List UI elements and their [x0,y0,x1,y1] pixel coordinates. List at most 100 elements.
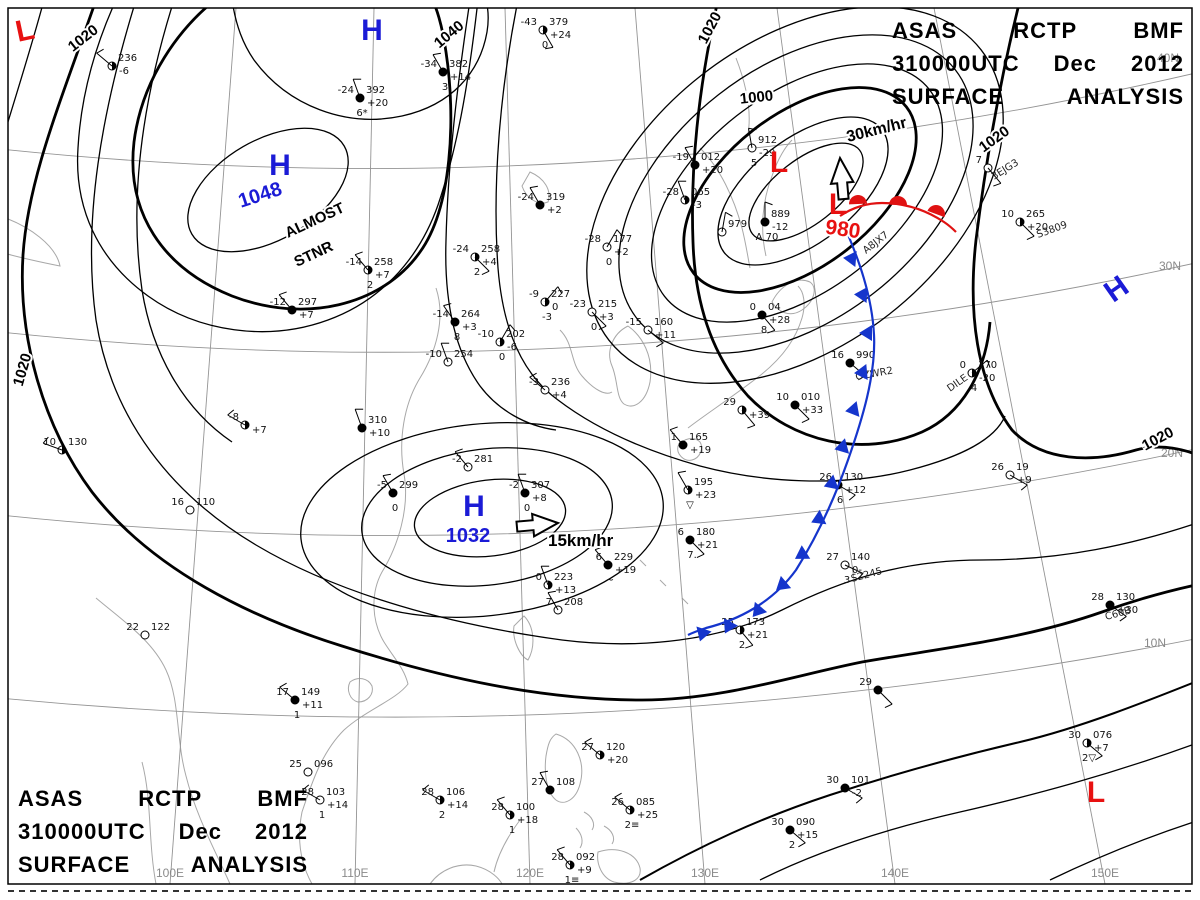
station-pressure: 382 [449,59,468,70]
low-pressure-symbol: L [770,146,788,179]
station-temperature: -34 [421,59,437,70]
coastline [429,864,503,884]
station-plot: 7 208 [546,590,583,615]
coastline [299,287,441,884]
station-tendency: -6 [119,66,129,77]
cold-front-triangle [834,438,850,454]
station-plot: 10 010 +33 [776,392,823,423]
station-weather: 0 [524,503,530,514]
isobar [650,63,944,323]
station-pressure: 19 [1016,462,1029,473]
title-word: RCTP [1013,18,1078,43]
wind-barb [278,294,293,311]
wind-barb [529,187,541,206]
wind-barb [971,359,988,374]
wind-barb [227,414,246,426]
isobar [8,8,43,124]
station-weather: 0 [392,503,398,514]
station-temperature: 0 [536,572,542,583]
isobar [971,8,1192,460]
map-border [7,7,1193,885]
coastline [609,325,652,407]
station-temperature: -10 [426,349,442,360]
wind-barb-tick [748,127,757,131]
graticule-label: 140E [881,866,909,880]
station-weather: 3 [844,575,850,586]
station-plot: 0 04 +288 [750,302,790,336]
wind-barb-tick [227,409,235,416]
wind-barb-tick [598,325,607,330]
high-pressure-symbol: H [463,490,485,523]
title-word: BMF [1133,18,1184,43]
isobar [361,447,613,587]
station-plot: 26 19 +9 [991,462,1032,491]
station-temperature: -23 [570,299,586,310]
station-temperature: 16 [831,350,844,361]
station-half-fill [112,62,116,70]
cold-front-triangle [794,545,811,559]
station-pressure: 299 [399,480,418,491]
wind-barb-tick [656,342,664,348]
station-pressure: 208 [564,597,583,608]
coastline [141,761,157,884]
station-temperature: 28 [1091,592,1104,603]
wind-barb [614,796,631,811]
wind-barb-tick [496,796,505,801]
cold-front-triangle [854,287,868,303]
movement-arrow-icon [829,155,856,201]
high-pressure-value: 1032 [446,525,491,547]
meridian-line [169,8,237,884]
title-word: BMF [257,786,308,811]
station-temperature: 27 [531,777,544,788]
wind-barb-tick [529,185,538,189]
cold-front-triangle [854,364,868,380]
wind-barb [1086,742,1103,757]
station-pressure: 227 [551,289,570,300]
station-plot: -28 177 +20 [585,229,632,268]
station-pressure: 177 [613,234,632,245]
coastline [639,559,689,605]
fronts-layer [687,195,957,642]
station-temperature: -24 [518,192,534,203]
wind-barb-tick [509,324,516,332]
wind-barb [499,324,511,343]
station-tendency: +19 [690,445,711,456]
station-half-fill [440,796,444,804]
station-half-fill [740,626,744,634]
station-temperature: 30 [1068,730,1081,741]
coastline [493,819,521,873]
station-plot: -34 382 +143 [421,52,471,93]
wind-barb [352,79,361,99]
wind-barb-tick [857,573,864,580]
isobar [717,116,889,266]
wind-barb-tick [278,291,287,296]
cold-front-triangle [696,626,712,642]
coastline [687,285,805,429]
station-tendency: +15 [797,830,818,841]
station-temperature: 10 [1001,209,1014,220]
station-pressure: 195 [694,477,713,488]
station-plot: 889 -12A 70 [756,201,790,243]
station-tendency: +14 [327,800,348,811]
map-title-bottom-left: ASAS RCTP BMF 310000UTC Dec 2012 SURFACE… [18,786,308,878]
station-tendency: -12 [772,222,788,233]
station-pressure: 223 [554,572,573,583]
coastline [559,329,613,394]
station-plot: -5 299 0 [377,473,418,514]
station-half-fill [368,266,372,274]
station-temperature: -28 [585,234,601,245]
station-tendency: +4 [482,257,497,268]
title-word: Dec [178,819,223,844]
low-pressure-symbol: L [1087,776,1105,809]
station-tendency: +20 [607,755,628,766]
station-weather: 0 [591,322,597,333]
title-line-2: 310000UTC Dec 2012 [892,51,1184,77]
isobar [90,8,1192,645]
station-pressure: 122 [151,622,170,633]
station-plot: 0 170 -204 [960,359,997,394]
station-temperature: -2 [509,480,519,491]
station-temperature: -3 [529,377,539,388]
wind-barb [741,409,756,426]
title-line-1: ASAS RCTP BMF [892,18,1184,44]
station-tendency: +33 [802,405,823,416]
